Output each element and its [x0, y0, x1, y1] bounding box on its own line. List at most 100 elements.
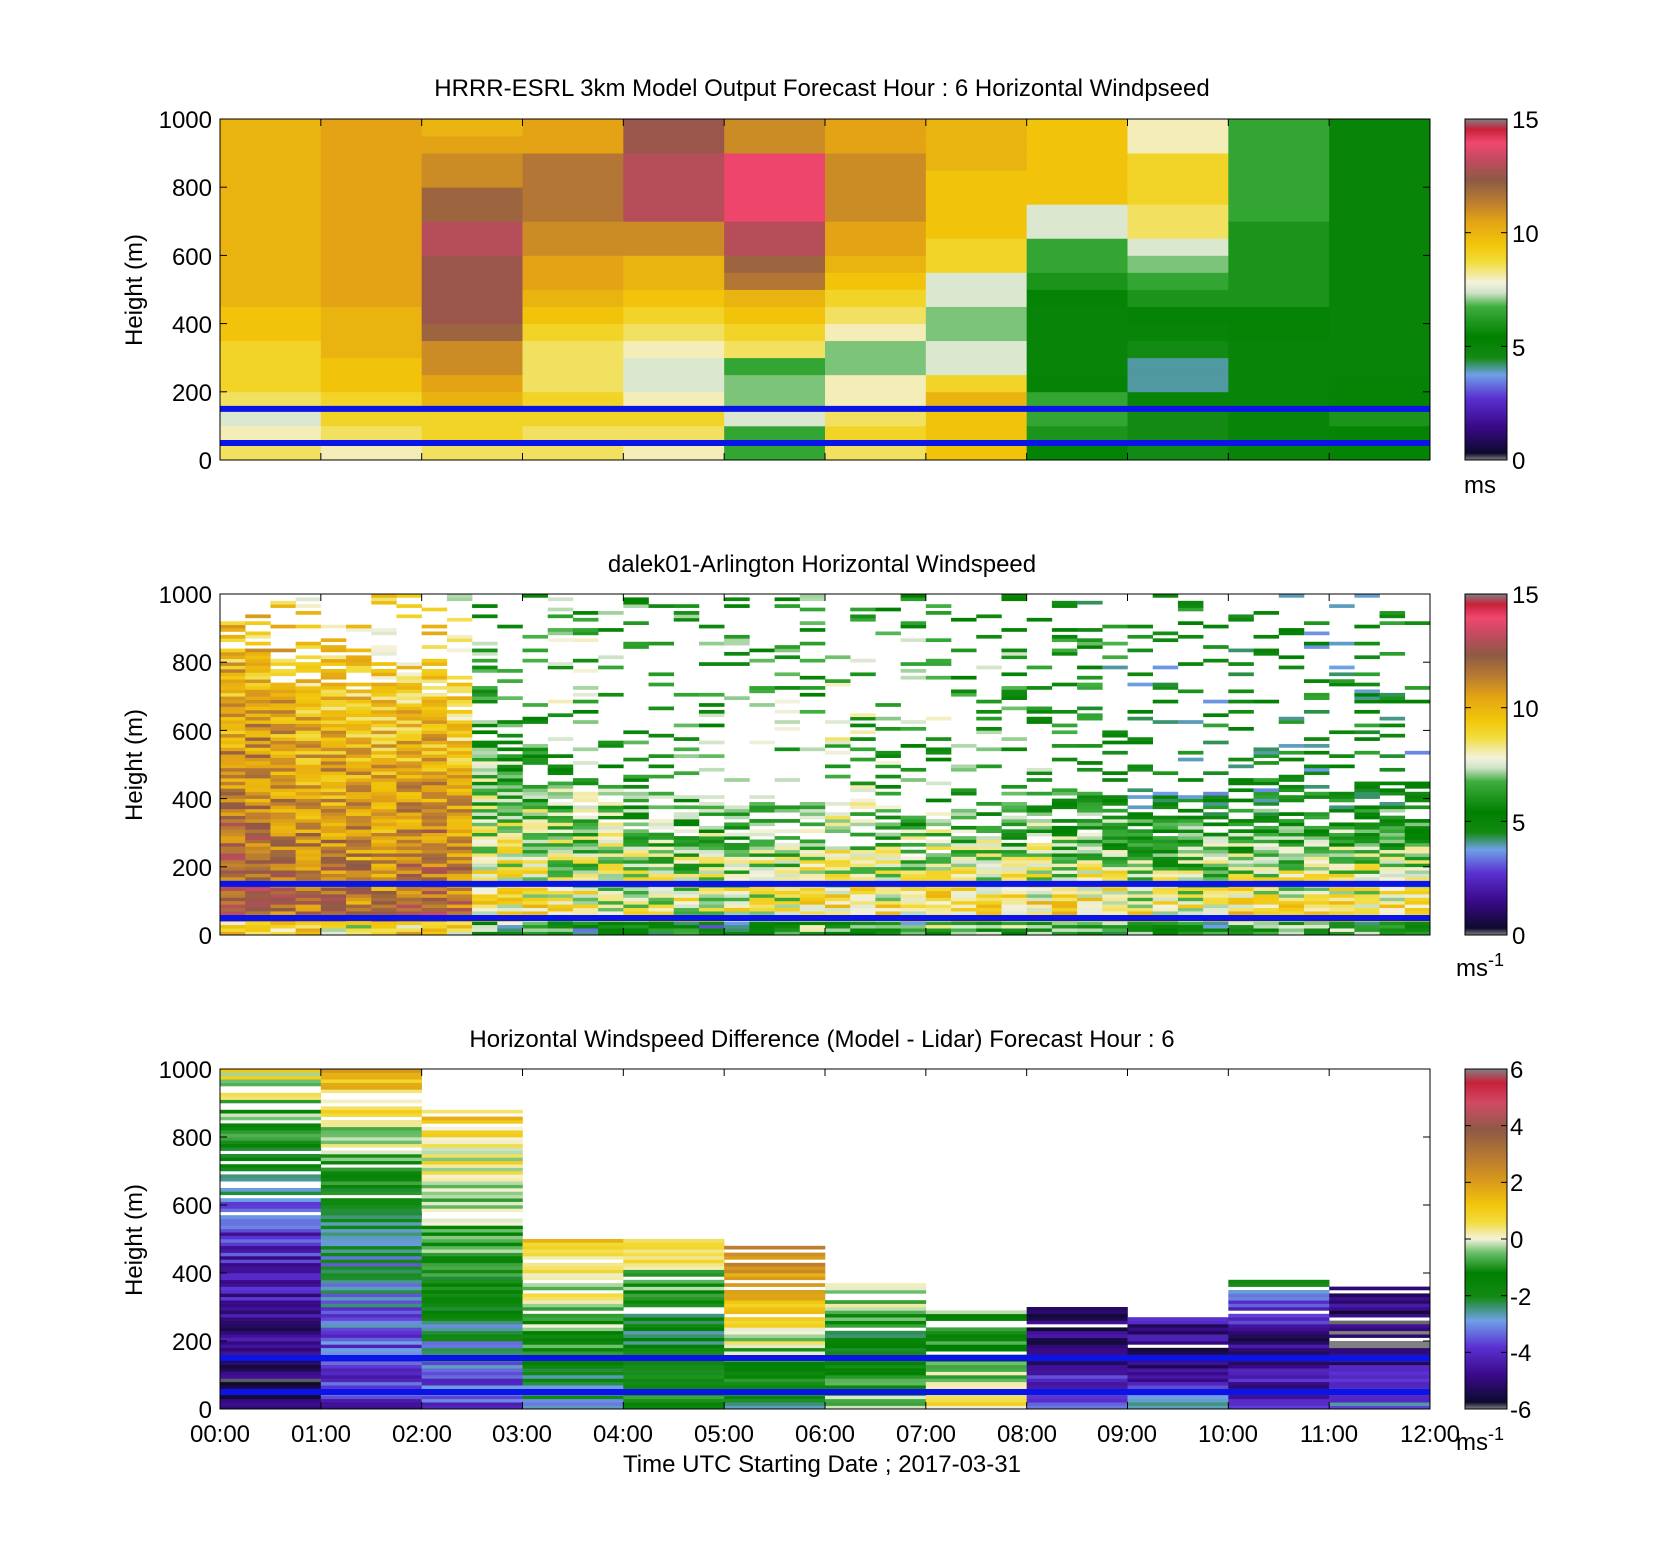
- lidar-cell: [875, 750, 901, 755]
- model-cell: [320, 119, 423, 137]
- model-cell: [1127, 204, 1229, 222]
- model-cell: [623, 357, 725, 376]
- lidar-cell: [320, 638, 347, 643]
- difference-cell: [623, 1402, 725, 1406]
- lidar-cell: [951, 897, 977, 902]
- lidar-cell: [900, 866, 927, 871]
- lidar-cell: [572, 658, 599, 663]
- lidar-cell: [1127, 907, 1154, 912]
- lidar-cell: [799, 842, 826, 847]
- model-cell: [825, 136, 927, 154]
- lidar-cell: [396, 696, 422, 701]
- difference-cell: [522, 1368, 624, 1372]
- lidar-cell: [1253, 890, 1280, 895]
- model-cell: [925, 153, 1028, 171]
- lidar-cell: [245, 631, 271, 636]
- difference-cell: [220, 1334, 322, 1338]
- lidar-cell: [598, 921, 624, 926]
- difference-cell: [1329, 1405, 1431, 1410]
- difference-cell: [1127, 1324, 1229, 1328]
- lidar-cell: [724, 890, 750, 895]
- lidar-cell: [497, 846, 523, 851]
- lidar-cell: [749, 928, 775, 932]
- lidar-y-tick-800: 800: [172, 650, 212, 677]
- lidar-cell: [1001, 737, 1027, 741]
- lidar-y-tick-600: 600: [172, 719, 212, 746]
- difference-cell: [522, 1249, 624, 1253]
- lidar-cell: [1026, 617, 1053, 622]
- lidar-cell: [1404, 894, 1431, 898]
- lidar-cell: [724, 907, 750, 912]
- lidar-cell: [270, 774, 296, 779]
- lidar-cell: [1152, 836, 1179, 840]
- lidar-cell: [320, 672, 347, 677]
- lidar-cell: [1077, 682, 1103, 687]
- lidar-cell: [724, 887, 750, 891]
- model-cell: [825, 323, 927, 342]
- difference-cell: [1329, 1334, 1431, 1338]
- difference-colorbar-tick-neg2: -2: [1510, 1284, 1531, 1311]
- lidar-cell: [245, 846, 271, 851]
- difference-cell: [220, 1252, 322, 1257]
- lidar-cell: [1278, 822, 1305, 827]
- lidar-cell: [421, 897, 448, 902]
- lidar-cell: [1077, 638, 1103, 643]
- lidar-cell: [951, 648, 977, 653]
- lidar-cell: [850, 812, 876, 816]
- lidar-cell: [346, 726, 372, 731]
- model-cell: [522, 238, 624, 256]
- difference-cell: [421, 1259, 523, 1264]
- difference-cell: [1228, 1361, 1330, 1366]
- difference-cell: [421, 1157, 523, 1162]
- difference-cell: [825, 1375, 927, 1379]
- lidar-cell: [1127, 904, 1154, 909]
- difference-cell: [220, 1351, 322, 1355]
- lidar-cell: [220, 812, 246, 816]
- lidar-cell: [1329, 791, 1355, 796]
- difference-colorbar-tick-neg4: -4: [1510, 1340, 1531, 1367]
- lidar-cell: [572, 778, 599, 782]
- difference-cell: [1329, 1293, 1431, 1298]
- lidar-cell: [396, 805, 422, 810]
- lidar-cell: [1001, 907, 1027, 912]
- lidar-cell: [446, 839, 473, 844]
- lidar-cell: [320, 849, 347, 854]
- model-cell: [220, 289, 322, 307]
- lidar-cell: [371, 675, 397, 680]
- difference-cell: [320, 1239, 422, 1243]
- lidar-cell: [1051, 863, 1078, 868]
- lidar-cell: [1303, 750, 1330, 755]
- lidar-cell: [396, 771, 422, 776]
- model-cell: [220, 119, 322, 137]
- model-cell: [1228, 187, 1330, 205]
- lidar-cell: [1228, 808, 1254, 813]
- model-cell: [522, 187, 624, 205]
- lidar-cell: [1379, 836, 1406, 840]
- lidar-cell: [220, 839, 246, 844]
- lidar-cell: [320, 859, 347, 864]
- lidar-cell: [421, 672, 448, 677]
- difference-cell: [1228, 1324, 1330, 1328]
- lidar-cell: [396, 900, 422, 905]
- model-cell: [1026, 340, 1128, 359]
- model-cell: [724, 238, 826, 256]
- lidar-cell: [1228, 887, 1254, 891]
- difference-cell: [1228, 1375, 1330, 1379]
- model-cell: [421, 187, 523, 205]
- difference-cell: [320, 1324, 422, 1328]
- lidar-cell: [572, 669, 599, 673]
- lidar-cell: [220, 740, 246, 745]
- lidar-cell: [371, 822, 397, 827]
- lidar-cell: [522, 859, 549, 864]
- model-cell: [724, 272, 826, 290]
- lidar-cell: [497, 839, 523, 844]
- lidar-cell: [371, 597, 397, 602]
- lidar-cell: [446, 842, 473, 847]
- lidar-cell: [446, 757, 473, 762]
- model-cell: [1127, 425, 1229, 444]
- lidar-cell: [799, 887, 826, 891]
- lidar-cell: [245, 856, 271, 861]
- lidar-cell: [295, 597, 322, 602]
- difference-cell: [1026, 1378, 1128, 1383]
- lidar-cell: [295, 924, 322, 929]
